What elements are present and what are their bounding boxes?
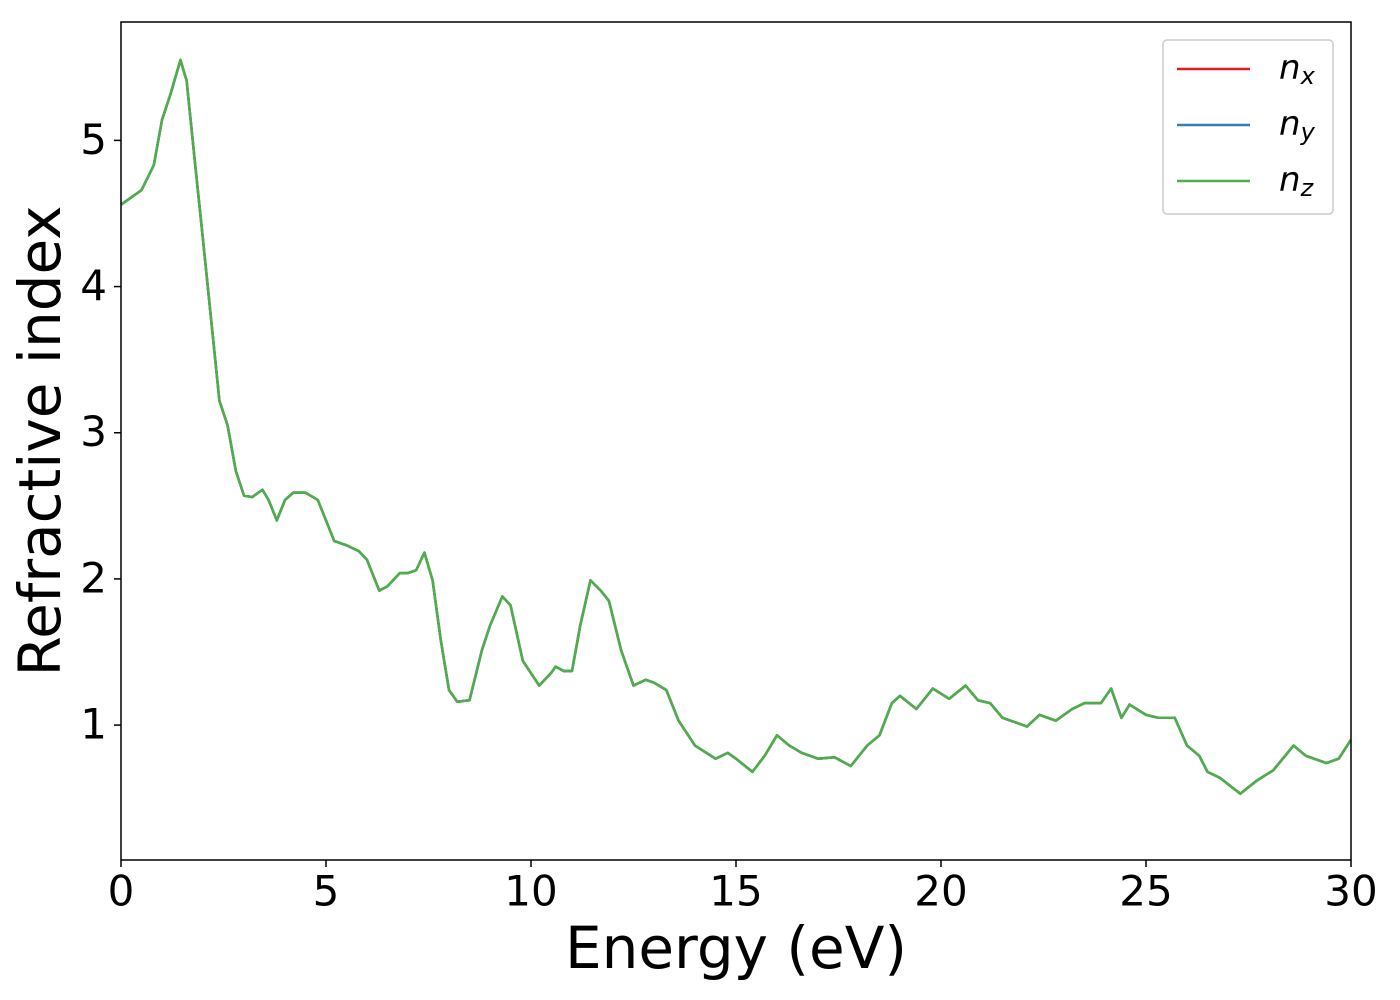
y-tick-label: 5 <box>80 115 107 164</box>
x-tick-label: 5 <box>313 867 340 916</box>
y-tick-label: 3 <box>80 407 107 456</box>
x-axis-label: Energy (eV) <box>565 914 907 982</box>
x-tick-label: 0 <box>108 867 135 916</box>
y-tick-label: 2 <box>80 553 107 602</box>
legend-label: nz <box>1279 160 1315 203</box>
y-tick-label: 1 <box>80 700 107 749</box>
legend-label: nx <box>1279 48 1316 91</box>
x-tick-label: 30 <box>1324 867 1377 916</box>
y-tick-label: 4 <box>80 261 107 310</box>
legend-box <box>1162 39 1334 215</box>
legend-label: ny <box>1279 104 1316 147</box>
y-axis-label: Refractive index <box>6 205 74 676</box>
x-tick-label: 20 <box>914 867 967 916</box>
x-tick-label: 15 <box>709 867 762 916</box>
x-tick-label: 10 <box>504 867 557 916</box>
series-line <box>121 58 1351 796</box>
plot-frame <box>120 21 1352 861</box>
x-tick-label: 25 <box>1119 867 1172 916</box>
